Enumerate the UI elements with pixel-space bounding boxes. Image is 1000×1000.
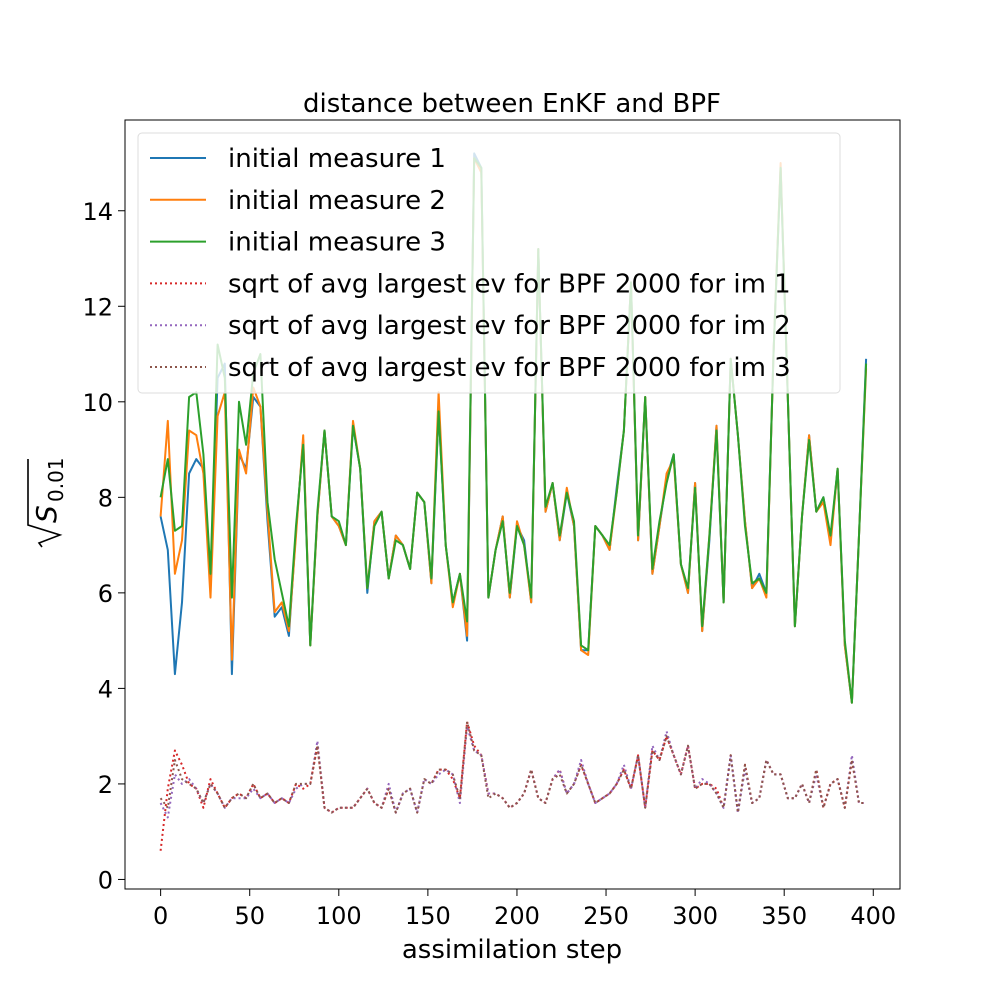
series-line-6 bbox=[159, 720, 867, 814]
chart-title: distance between EnKF and BPF bbox=[303, 89, 721, 119]
axes-layer: 0 50 100 150 200 250 300 350 400 0 2 4 6 8 10 12 14 bbox=[82, 119, 901, 930]
legend-label-2: initial measure 2 bbox=[228, 186, 446, 216]
x-tick-label-100: 100 bbox=[316, 902, 362, 930]
legend: initial measure 1 initial measure 2 initia… bbox=[137, 132, 841, 394]
series-line-3 bbox=[159, 157, 868, 704]
y-tick-label-0: 0 bbox=[98, 866, 113, 894]
x-tick-label-150: 150 bbox=[405, 902, 451, 930]
x-tick-label-50: 50 bbox=[234, 902, 265, 930]
y-tick-label-6: 6 bbox=[98, 580, 113, 608]
x-axis-label: assimilation step bbox=[402, 935, 622, 965]
series-line-5 bbox=[159, 725, 867, 819]
legend-label-1: initial measure 1 bbox=[228, 144, 446, 174]
y-axis-label: S 0.01 bbox=[27, 457, 68, 548]
x-tick-label-350: 350 bbox=[761, 902, 807, 930]
y-tick-label-12: 12 bbox=[82, 293, 113, 321]
legend-label-4: sqrt of avg largest ev for BPF 2000 for … bbox=[228, 269, 791, 299]
legend-label-6: sqrt of avg largest ev for BPF 2000 for … bbox=[228, 353, 791, 383]
y-axis-label-base: S bbox=[30, 505, 63, 523]
legend-box bbox=[137, 132, 841, 394]
legend-label-3: initial measure 3 bbox=[228, 228, 446, 258]
x-tick-label-0: 0 bbox=[153, 902, 168, 930]
y-tick-label-4: 4 bbox=[98, 675, 113, 703]
y-tick-label-10: 10 bbox=[82, 389, 113, 417]
legend-label-5: sqrt of avg largest ev for BPF 2000 for … bbox=[228, 311, 791, 341]
y-axis-label-sub: 0.01 bbox=[44, 457, 68, 502]
y-tick-label-14: 14 bbox=[82, 198, 113, 226]
plot-frame bbox=[124, 119, 901, 890]
sqrt-symbol bbox=[27, 459, 63, 548]
x-tick-label-250: 250 bbox=[583, 902, 629, 930]
x-tick-label-400: 400 bbox=[850, 902, 896, 930]
y-tick-label-2: 2 bbox=[98, 771, 113, 799]
series-layer bbox=[159, 152, 868, 851]
y-tick-label-8: 8 bbox=[98, 484, 113, 512]
x-tick-label-200: 200 bbox=[494, 902, 540, 930]
x-tick-label-300: 300 bbox=[672, 902, 718, 930]
